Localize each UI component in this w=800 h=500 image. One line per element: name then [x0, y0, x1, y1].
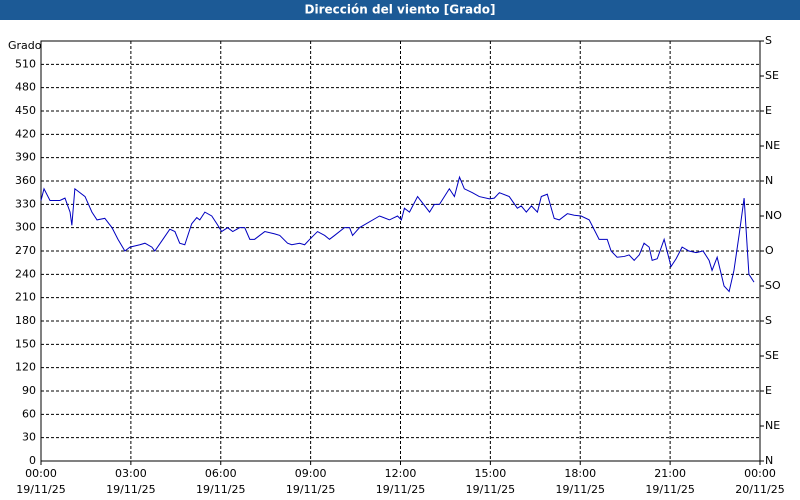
- y2-tick-label: E: [765, 104, 772, 117]
- x-tick-label: 20/11/25: [735, 483, 784, 496]
- y2-tick-label: SE: [765, 69, 779, 82]
- y-tick-label: 360: [15, 174, 36, 187]
- y2-tick-label: S: [765, 34, 772, 47]
- x-tick-label: 00:00: [25, 467, 57, 480]
- y-tick-label: 480: [15, 81, 36, 94]
- y-tick-label: 90: [22, 384, 36, 397]
- x-tick-label: 18:00: [564, 467, 596, 480]
- y-tick-label: 210: [15, 291, 36, 304]
- y2-tick-label: N: [765, 454, 773, 467]
- x-tick-label: 19/11/25: [645, 483, 694, 496]
- y-tick-label: 240: [15, 267, 36, 280]
- y-tick-label: 60: [22, 407, 36, 420]
- x-tick-label: 03:00: [115, 467, 147, 480]
- x-tick-label: 19/11/25: [286, 483, 335, 496]
- y-tick-label: 180: [15, 314, 36, 327]
- x-tick-label: 19/11/25: [556, 483, 605, 496]
- data-line: [40, 175, 755, 293]
- x-tick-label: 19/11/25: [106, 483, 155, 496]
- y-axis-label: Grado: [8, 39, 42, 52]
- x-tick-label: 06:00: [205, 467, 237, 480]
- title-bar: [0, 0, 800, 20]
- y-tick-label: 270: [15, 244, 36, 257]
- y2-tick-label: O: [765, 244, 774, 257]
- y-tick-label: 390: [15, 151, 36, 164]
- plot-frame: [40, 40, 761, 462]
- y-tick-label: 150: [15, 337, 36, 350]
- y2-tick-label: SE: [765, 349, 779, 362]
- y2-tick-label: S: [765, 314, 772, 327]
- y-tick-label: 0: [29, 454, 36, 467]
- y-tick-label: 420: [15, 127, 36, 140]
- y2-tick-label: NE: [765, 139, 780, 152]
- x-tick-label: 09:00: [295, 467, 327, 480]
- y2-tick-label: N: [765, 174, 773, 187]
- x-tick-label: 21:00: [654, 467, 686, 480]
- y-tick-label: 30: [22, 431, 36, 444]
- x-tick-label: 12:00: [385, 467, 417, 480]
- chart-title: Dirección del viento [Grado]: [305, 3, 496, 17]
- y2-tick-label: E: [765, 384, 772, 397]
- y-tick-label: 120: [15, 361, 36, 374]
- x-tick-label: 15:00: [475, 467, 507, 480]
- y-tick-label: 330: [15, 197, 36, 210]
- y-tick-label: 510: [15, 57, 36, 70]
- y2-tick-label: SO: [765, 279, 781, 292]
- y-tick-label: 300: [15, 221, 36, 234]
- x-tick-label: 19/11/25: [376, 483, 425, 496]
- x-tick-label: 00:00: [744, 467, 776, 480]
- x-tick-label: 19/11/25: [16, 483, 65, 496]
- x-tick-label: 19/11/25: [196, 483, 245, 496]
- x-tick-label: 19/11/25: [466, 483, 515, 496]
- y2-tick-label: NE: [765, 419, 780, 432]
- y2-tick-label: NO: [765, 209, 782, 222]
- y-tick-label: 450: [15, 104, 36, 117]
